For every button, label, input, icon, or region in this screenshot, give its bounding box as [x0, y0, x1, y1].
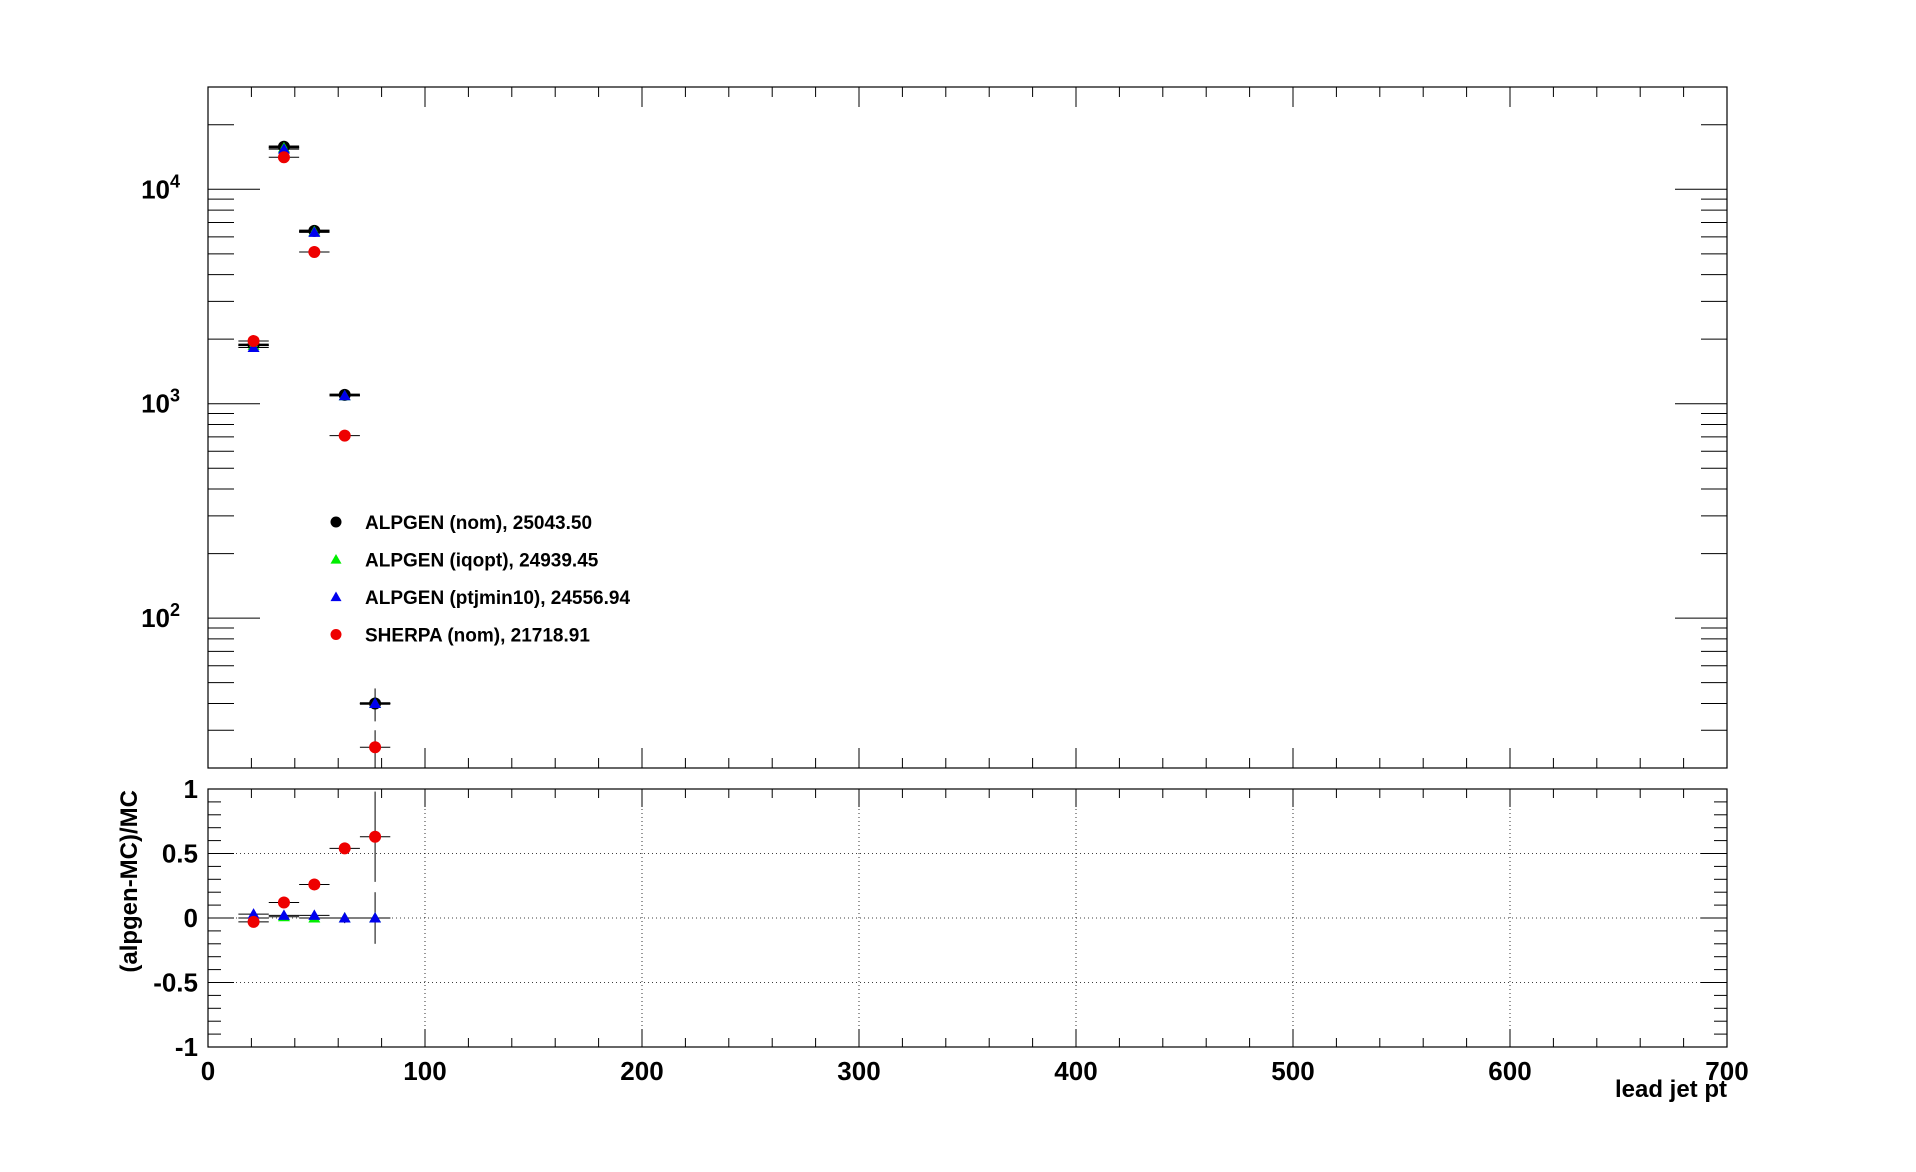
ratio-point — [247, 915, 260, 928]
legend-entry: ALPGEN (nom), 25043.50 — [330, 513, 592, 534]
ratio-point — [369, 912, 382, 923]
legend-marker — [330, 591, 342, 602]
x-tick-label: 600 — [1488, 1056, 1531, 1086]
ratio-point — [369, 830, 382, 843]
ratio-y-tick-label: 0 — [184, 903, 198, 933]
legend-entry: ALPGEN (iqopt), 24939.45 — [330, 551, 599, 572]
x-tick-label: 500 — [1271, 1056, 1314, 1086]
main-point — [277, 143, 290, 154]
main-point — [247, 335, 260, 348]
legend-label: SHERPA (nom), 21718.91 — [365, 626, 590, 647]
ratio-point — [338, 912, 351, 923]
x-tick-label: 700 — [1705, 1056, 1748, 1086]
ratio-y-axis-label: (alpgen-MC)/MC — [116, 790, 143, 973]
main-panel: 102 103 104 — [141, 86, 1728, 769]
main-point — [308, 226, 321, 237]
ratio-point — [338, 842, 351, 855]
ratio-point — [277, 896, 290, 909]
legend: ALPGEN (nom), 25043.50 ALPGEN (iqopt), 24… — [330, 513, 630, 647]
ratio-y-tick-label: 1 — [184, 774, 198, 804]
main-plot-frame — [207, 86, 1728, 769]
ratio-series-alpgen-ptjmin10- — [238, 892, 391, 944]
legend-entry: SHERPA (nom), 21718.91 — [330, 626, 590, 647]
ratio-series-sherpa-nom- — [238, 791, 391, 928]
main-y-tick-label: 102 — [141, 600, 180, 633]
main-series-sherpa-nom- — [238, 151, 391, 768]
legend-label: ALPGEN (nom), 25043.50 — [365, 513, 592, 534]
x-tick-label: 300 — [837, 1056, 880, 1086]
ratio-point — [277, 909, 290, 920]
main-point — [369, 741, 382, 754]
ratio-y-tick-label: -1 — [175, 1032, 198, 1062]
x-tick-label: 100 — [403, 1056, 446, 1086]
ratio-point — [308, 909, 321, 920]
ratio-y-tick-label: -0.5 — [153, 968, 198, 998]
ratio-panel: 0 100 200 300 400 500 600 700 -1 -0.5 0 0.5 1 — [153, 774, 1749, 1086]
x-axis-label: lead jet pt — [1615, 1076, 1727, 1103]
x-tick-label: 400 — [1054, 1056, 1097, 1086]
x-tick-label: 200 — [620, 1056, 663, 1086]
main-point — [308, 246, 321, 259]
legend-label: ALPGEN (iqopt), 24939.45 — [365, 551, 599, 572]
legend-label: ALPGEN (ptjmin10), 24556.94 — [365, 588, 630, 609]
legend-marker — [330, 516, 342, 528]
main-point — [338, 429, 351, 442]
main-point — [277, 151, 290, 164]
main-point — [369, 697, 382, 708]
legend-marker — [330, 554, 342, 564]
ratio-point — [308, 878, 321, 891]
main-point — [338, 389, 351, 401]
legend-entry: ALPGEN (ptjmin10), 24556.94 — [330, 588, 630, 609]
x-tick-label: 0 — [201, 1056, 215, 1086]
main-y-tick-label: 103 — [141, 386, 180, 419]
main-y-tick-label: 104 — [141, 171, 180, 204]
legend-marker — [330, 629, 342, 640]
ratio-point — [247, 908, 260, 919]
ratio-y-tick-label: 0.5 — [162, 839, 198, 869]
